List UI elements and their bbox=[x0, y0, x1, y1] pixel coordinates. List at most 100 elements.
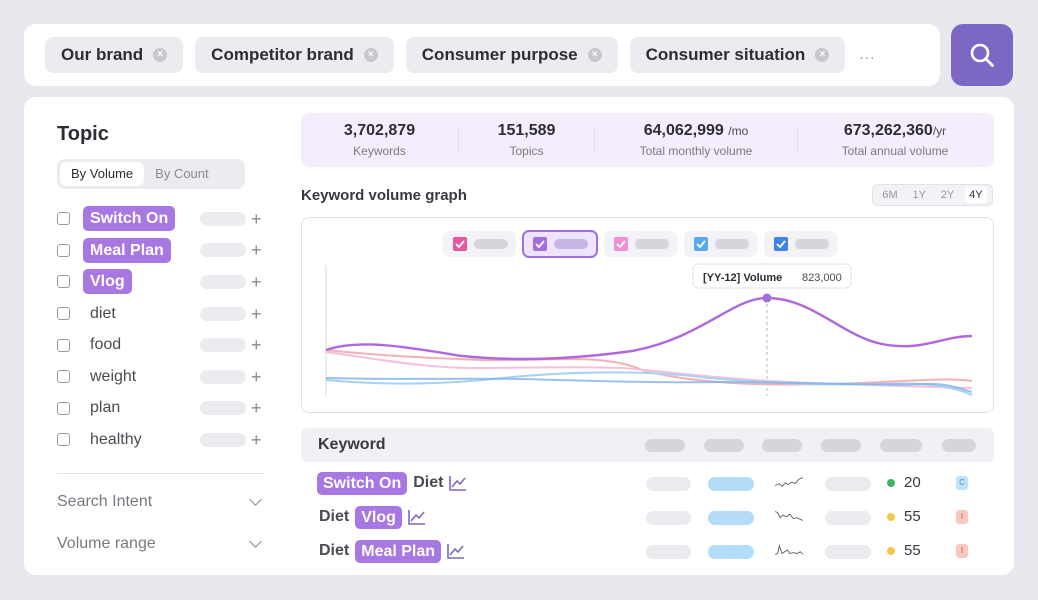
range-1y[interactable]: 1Y bbox=[912, 189, 926, 201]
topic-item-meal-plan[interactable]: Meal Plan + bbox=[57, 235, 267, 267]
intent-badge: I bbox=[956, 510, 968, 524]
stat-value: 3,702,879 bbox=[343, 122, 416, 139]
keyword-cell: Diet Vlog bbox=[319, 503, 426, 531]
stat-unit: /yr bbox=[932, 124, 947, 138]
metric-placeholder bbox=[646, 477, 691, 491]
topic-checkbox[interactable] bbox=[57, 275, 70, 289]
plus-icon[interactable]: + bbox=[251, 398, 262, 419]
chevron-down-icon bbox=[249, 535, 262, 548]
stat-value: 151,589 bbox=[497, 122, 556, 139]
graph-tooltip: [YY-12] Volume 823,000 bbox=[692, 263, 852, 289]
topic-volume-placeholder bbox=[200, 243, 246, 258]
tab-by-volume[interactable]: By Volume bbox=[60, 162, 145, 186]
tab-by-count[interactable]: By Count bbox=[155, 166, 209, 181]
column-header-placeholder[interactable] bbox=[762, 439, 802, 452]
plus-icon[interactable]: + bbox=[251, 208, 262, 229]
trend-chart-icon[interactable] bbox=[408, 509, 426, 525]
status-dot bbox=[887, 546, 895, 555]
plus-icon[interactable]: + bbox=[251, 271, 262, 292]
chip-label: Competitor brand bbox=[211, 45, 354, 64]
legend-toggle[interactable] bbox=[684, 231, 757, 257]
topic-checkbox[interactable] bbox=[57, 243, 70, 257]
trend-chart-icon[interactable] bbox=[447, 543, 465, 559]
main-panel: Topic By Volume By Count Switch On + Mea… bbox=[24, 97, 1014, 575]
filter-chip-consumer-situation[interactable]: Consumer situation × bbox=[629, 37, 846, 73]
range-2y[interactable]: 2Y bbox=[940, 189, 955, 201]
topic-volume-placeholder bbox=[200, 401, 246, 416]
legend-toggle-active[interactable] bbox=[522, 230, 598, 258]
range-6m[interactable]: 6M bbox=[882, 189, 898, 201]
filter-chip-consumer-purpose[interactable]: Consumer purpose × bbox=[405, 37, 618, 73]
close-icon[interactable]: × bbox=[815, 48, 830, 62]
close-icon[interactable]: × bbox=[587, 48, 602, 62]
difficulty-score: 55 bbox=[887, 542, 921, 559]
plus-icon[interactable]: + bbox=[251, 303, 262, 324]
sparkline bbox=[774, 543, 804, 555]
legend-toggle[interactable] bbox=[764, 231, 837, 257]
keyword-cell: Switch On Diet bbox=[317, 469, 467, 497]
column-header-placeholder[interactable] bbox=[821, 439, 861, 452]
topic-checkbox[interactable] bbox=[57, 433, 70, 447]
topic-volume-placeholder bbox=[200, 338, 246, 353]
topic-item-healthy[interactable]: healthy + bbox=[57, 424, 267, 456]
stats-summary: 3,702,879 Keywords 151,589 Topics 64,062… bbox=[301, 113, 994, 167]
topic-item-switch-on[interactable]: Switch On + bbox=[57, 203, 267, 235]
keyword-topic-tag: Vlog bbox=[355, 505, 402, 529]
topic-checkbox[interactable] bbox=[57, 370, 70, 384]
plus-icon[interactable]: + bbox=[251, 335, 262, 356]
hover-point bbox=[762, 293, 772, 303]
metric-placeholder bbox=[646, 545, 691, 559]
topic-checkbox[interactable] bbox=[57, 212, 70, 226]
legend-toggle[interactable] bbox=[604, 231, 677, 257]
score-value: 55 bbox=[904, 508, 921, 525]
topic-label: plan bbox=[90, 399, 121, 417]
topic-item-plan[interactable]: plan + bbox=[57, 393, 267, 425]
range-selector: 6M 1Y 2Y 4Y bbox=[872, 184, 993, 206]
topic-label: Vlog bbox=[83, 269, 132, 295]
search-button[interactable] bbox=[951, 24, 1013, 86]
stat-monthly-volume: 64,062,999 /mo Total monthly volume bbox=[595, 122, 797, 158]
topic-list: Switch On + Meal Plan + Vlog + diet + fo… bbox=[57, 203, 267, 456]
keyword-table-header: Keyword bbox=[301, 428, 994, 462]
plus-icon[interactable]: + bbox=[251, 429, 262, 450]
close-icon[interactable]: × bbox=[153, 48, 168, 62]
status-dot bbox=[887, 512, 895, 521]
topic-volume-placeholder bbox=[200, 211, 246, 226]
filter-chip-competitor-brand[interactable]: Competitor brand × bbox=[195, 37, 394, 73]
table-row[interactable]: Switch On Diet 20 C bbox=[301, 469, 994, 497]
column-header-placeholder[interactable] bbox=[704, 439, 744, 452]
difficulty-score: 55 bbox=[887, 508, 921, 525]
topic-item-food[interactable]: food + bbox=[57, 329, 267, 361]
stat-keywords: 3,702,879 Keywords bbox=[301, 122, 458, 158]
table-row[interactable]: Diet Meal Plan 55 I bbox=[301, 537, 994, 565]
close-icon[interactable]: × bbox=[363, 48, 378, 62]
column-header-placeholder[interactable] bbox=[880, 439, 922, 452]
plus-icon[interactable]: + bbox=[251, 366, 262, 387]
legend-toggle[interactable] bbox=[443, 231, 516, 257]
intent-badge: I bbox=[956, 544, 968, 558]
column-header-placeholder[interactable] bbox=[645, 439, 685, 452]
table-row[interactable]: Diet Vlog 55 I bbox=[301, 503, 994, 531]
topic-checkbox[interactable] bbox=[57, 338, 70, 352]
difficulty-score: 20 bbox=[887, 474, 921, 491]
topic-item-weight[interactable]: weight + bbox=[57, 361, 267, 393]
column-header-placeholder[interactable] bbox=[942, 439, 976, 452]
topic-item-vlog[interactable]: Vlog + bbox=[57, 266, 267, 298]
filter-search-intent[interactable]: Search Intent bbox=[57, 493, 264, 511]
keyword-cell: Diet Meal Plan bbox=[319, 537, 465, 565]
topic-checkbox[interactable] bbox=[57, 401, 70, 415]
keyword-topic-tag: Switch On bbox=[317, 471, 408, 495]
trend-chart-icon[interactable] bbox=[449, 475, 467, 491]
status-dot bbox=[887, 478, 895, 487]
plus-icon[interactable]: + bbox=[251, 240, 262, 261]
tooltip-value: 823,000 bbox=[802, 272, 842, 284]
metric-placeholder bbox=[825, 477, 871, 491]
metric-placeholder bbox=[825, 511, 871, 525]
topic-item-diet[interactable]: diet + bbox=[57, 298, 267, 330]
more-chips-indicator[interactable]: ... bbox=[859, 46, 876, 63]
range-4y[interactable]: 4Y bbox=[965, 187, 987, 203]
metric-placeholder bbox=[708, 545, 754, 559]
topic-checkbox[interactable] bbox=[57, 307, 70, 321]
filter-volume-range[interactable]: Volume range bbox=[57, 535, 264, 553]
filter-chip-our-brand[interactable]: Our brand × bbox=[45, 37, 184, 73]
